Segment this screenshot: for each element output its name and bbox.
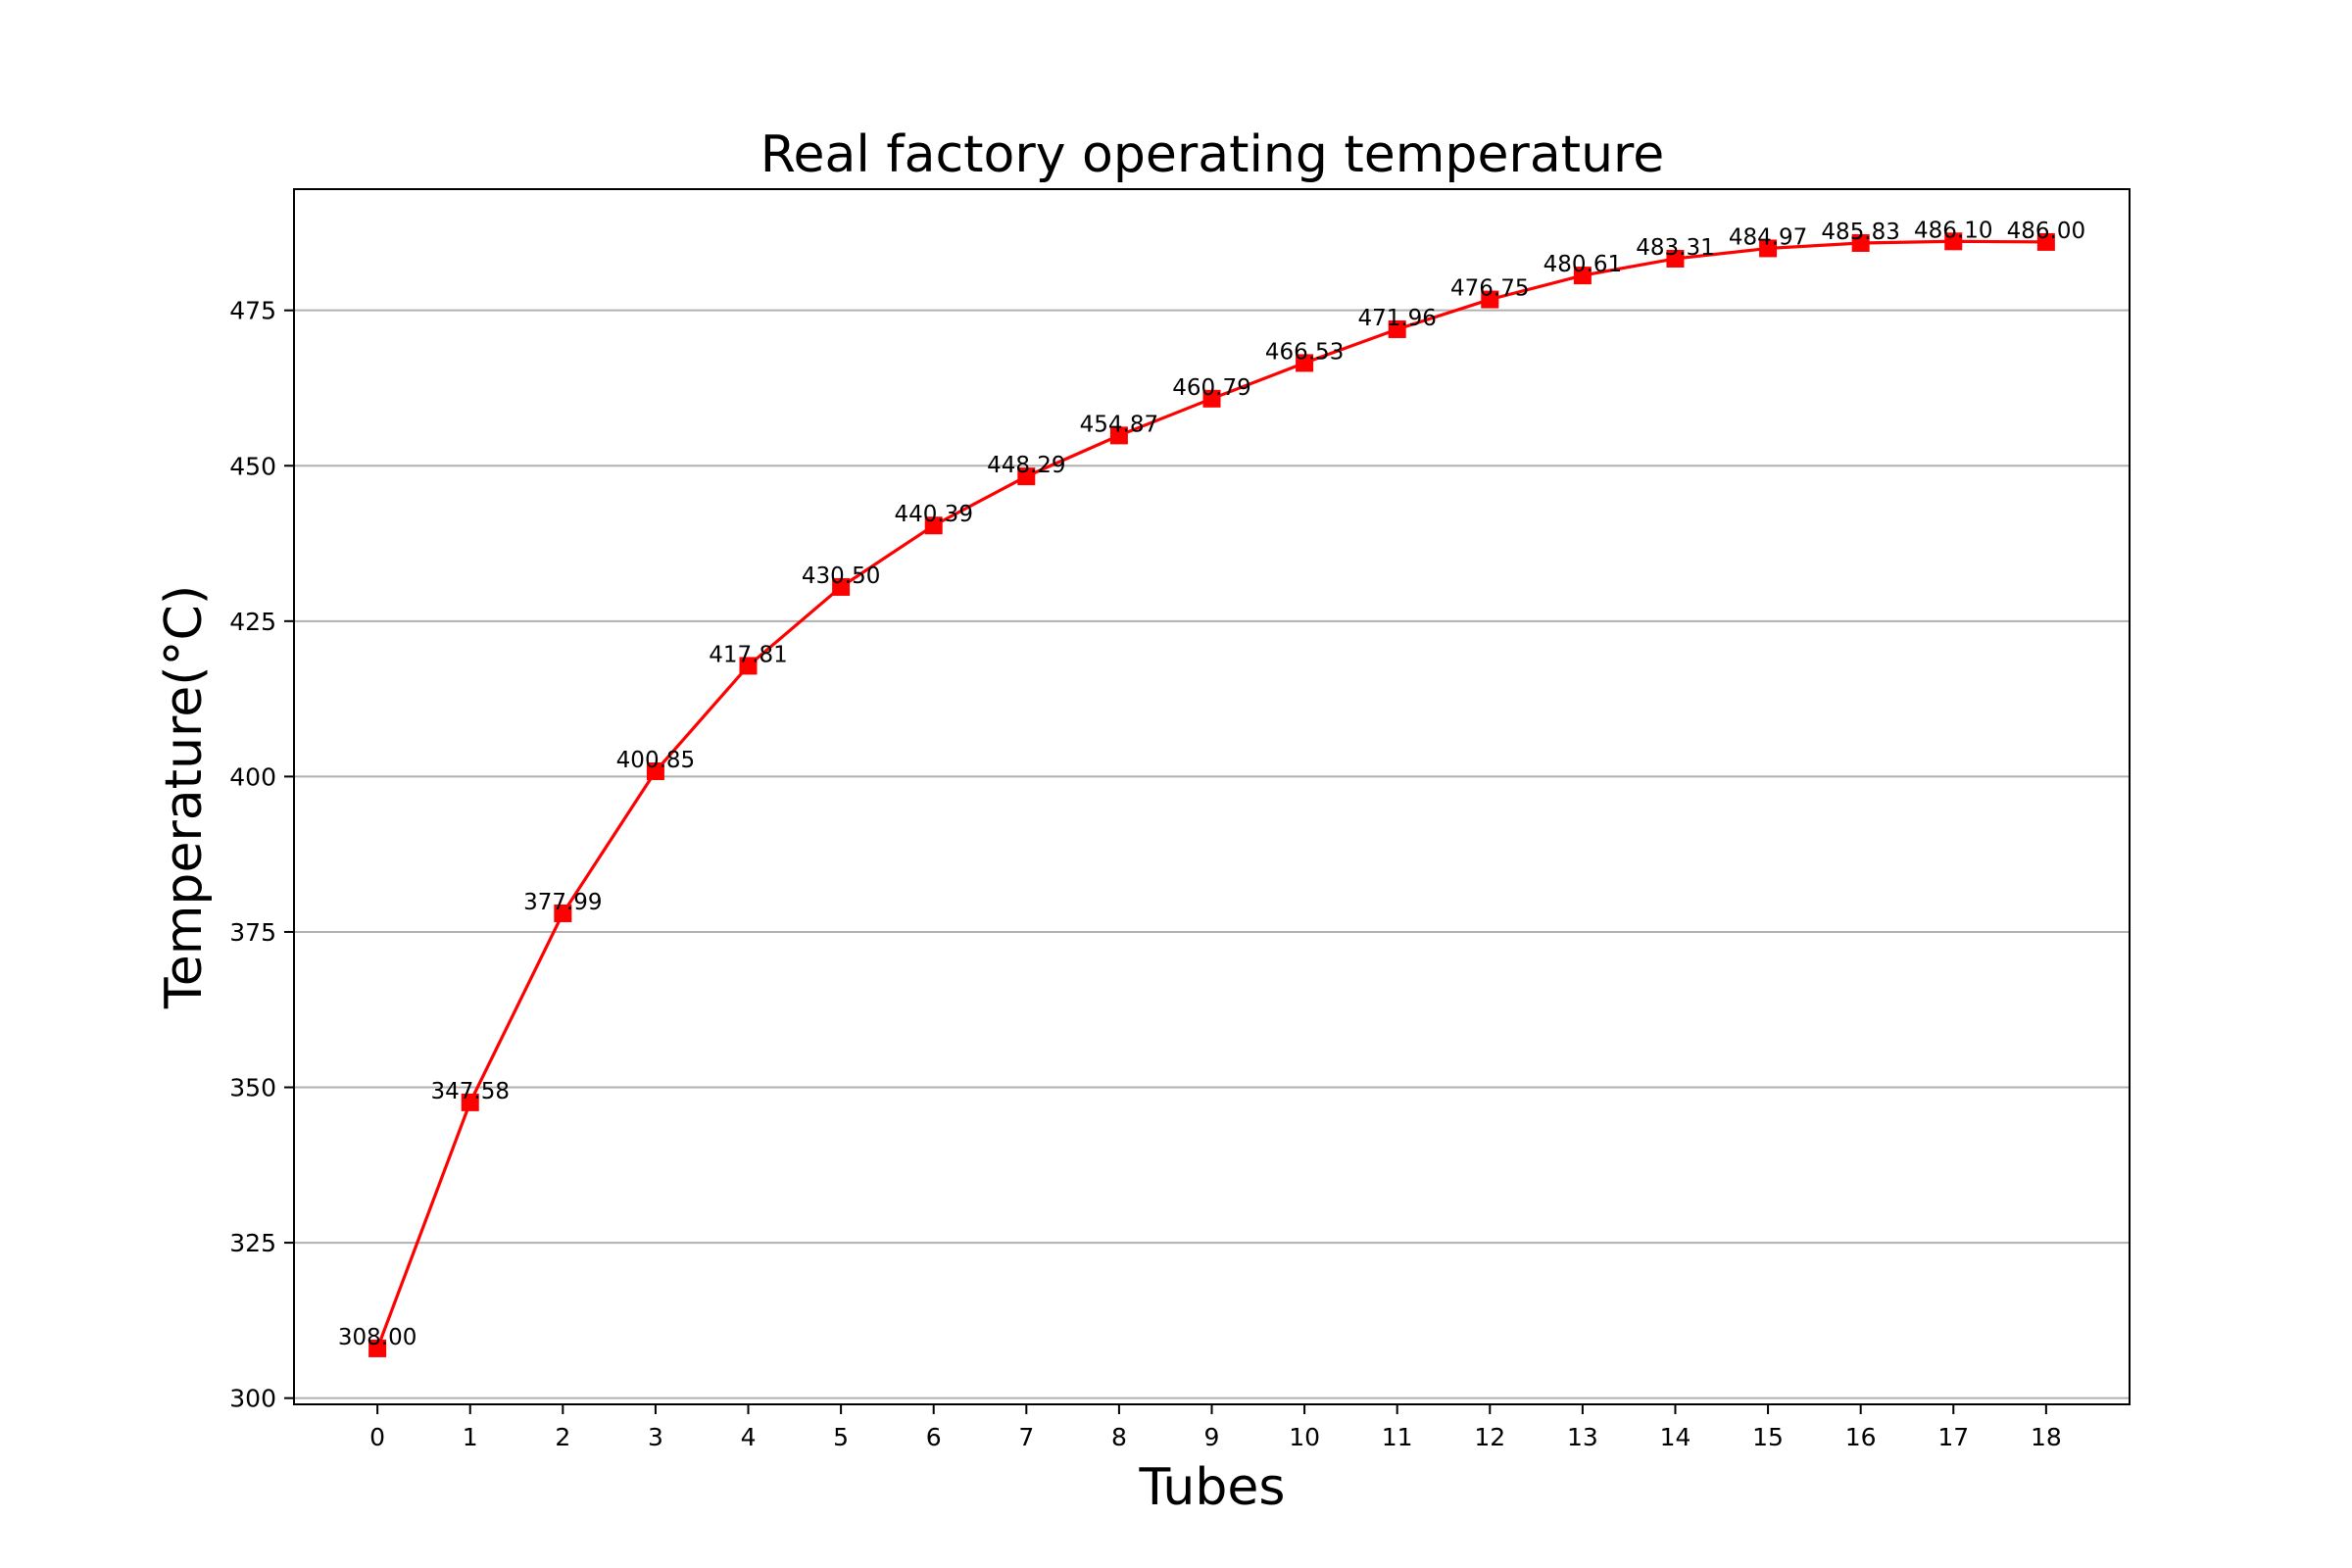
x-tick-label: 8 bbox=[1111, 1423, 1127, 1451]
y-axis-label: Temperature(°C) bbox=[155, 585, 214, 1009]
x-tick-label: 2 bbox=[555, 1423, 570, 1451]
x-tick-label: 10 bbox=[1289, 1423, 1320, 1451]
data-label: 460.79 bbox=[1172, 375, 1250, 401]
x-axis-ticks: 0 1 2 3 4 5 6 7 8 9 10 11 12 13 14 15 16 17 18 bbox=[369, 1404, 2062, 1451]
data-point-marker bbox=[1666, 249, 1685, 268]
x-tick-label: 11 bbox=[1382, 1423, 1413, 1451]
x-tick-label: 7 bbox=[1018, 1423, 1034, 1451]
marker-layer bbox=[368, 232, 2055, 1357]
x-tick-label: 14 bbox=[1660, 1423, 1691, 1451]
x-tick-label: 17 bbox=[1937, 1423, 1969, 1451]
data-point-marker bbox=[1109, 426, 1128, 445]
data-point-marker bbox=[1851, 233, 1870, 252]
y-axis-ticks: 300 325 350 375 400 425 450 475 bbox=[229, 297, 294, 1413]
x-tick-label: 13 bbox=[1567, 1423, 1598, 1451]
y-tick-label: 300 bbox=[229, 1385, 276, 1413]
data-label: 466.53 bbox=[1265, 339, 1344, 365]
data-label-layer: 308.00 347.58 377.99 400.85 417.81 430.50 440.… bbox=[338, 218, 2085, 1350]
data-label: 430.50 bbox=[802, 564, 880, 589]
data-label: 485.83 bbox=[1821, 220, 1899, 245]
data-point-marker bbox=[368, 1339, 387, 1357]
x-tick-label: 5 bbox=[833, 1423, 849, 1451]
data-label: 476.75 bbox=[1450, 276, 1529, 302]
x-axis-label: Tubes bbox=[1139, 1458, 1286, 1517]
data-label: 308.00 bbox=[338, 1325, 416, 1350]
x-tick-label: 16 bbox=[1845, 1423, 1877, 1451]
data-label: 347.58 bbox=[430, 1079, 509, 1104]
y-tick-label: 425 bbox=[229, 608, 276, 636]
data-point-marker bbox=[554, 904, 572, 922]
data-point-marker bbox=[1944, 232, 1963, 251]
y-tick-label: 450 bbox=[229, 452, 276, 480]
data-point-marker bbox=[1296, 354, 1314, 372]
x-tick-label: 1 bbox=[463, 1423, 478, 1451]
data-label: 454.87 bbox=[1080, 412, 1158, 437]
chart-title: Real factory operating temperature bbox=[760, 125, 1665, 184]
data-point-marker bbox=[924, 516, 943, 535]
x-tick-label: 9 bbox=[1204, 1423, 1220, 1451]
grid bbox=[294, 309, 2130, 1399]
y-tick-label: 375 bbox=[229, 918, 276, 947]
data-point-marker bbox=[1202, 389, 1221, 408]
x-tick-label: 3 bbox=[648, 1423, 663, 1451]
x-tick-label: 4 bbox=[741, 1423, 757, 1451]
y-tick-label: 400 bbox=[229, 762, 276, 791]
data-point-marker bbox=[739, 657, 758, 675]
data-label: 400.85 bbox=[616, 748, 695, 773]
x-tick-label: 15 bbox=[1752, 1423, 1784, 1451]
x-tick-label: 0 bbox=[369, 1423, 385, 1451]
y-tick-label: 350 bbox=[229, 1074, 276, 1102]
data-point-marker bbox=[1759, 239, 1778, 258]
x-tick-label: 18 bbox=[2031, 1423, 2062, 1451]
data-label: 448.29 bbox=[987, 453, 1065, 478]
x-tick-label: 12 bbox=[1474, 1423, 1505, 1451]
y-tick-label: 475 bbox=[229, 297, 276, 325]
data-point-marker bbox=[461, 1093, 479, 1111]
data-label: 377.99 bbox=[523, 890, 602, 915]
data-label: 440.39 bbox=[894, 502, 972, 527]
data-label: 486.10 bbox=[1914, 218, 1992, 243]
data-point-marker bbox=[646, 761, 664, 780]
data-label: 486.00 bbox=[2007, 219, 2085, 244]
data-point-marker bbox=[1481, 290, 1499, 309]
data-point-marker bbox=[832, 577, 851, 596]
y-tick-label: 325 bbox=[229, 1229, 276, 1257]
data-point-marker bbox=[1017, 467, 1036, 486]
data-label: 483.31 bbox=[1636, 235, 1714, 261]
data-point-marker bbox=[1388, 319, 1406, 338]
data-point-marker bbox=[1573, 267, 1592, 285]
data-point-marker bbox=[2036, 232, 2055, 251]
data-label: 480.61 bbox=[1544, 252, 1622, 277]
data-label: 471.96 bbox=[1357, 306, 1436, 331]
data-label: 417.81 bbox=[709, 642, 787, 667]
x-tick-label: 6 bbox=[926, 1423, 942, 1451]
data-label: 484.97 bbox=[1729, 224, 1807, 250]
